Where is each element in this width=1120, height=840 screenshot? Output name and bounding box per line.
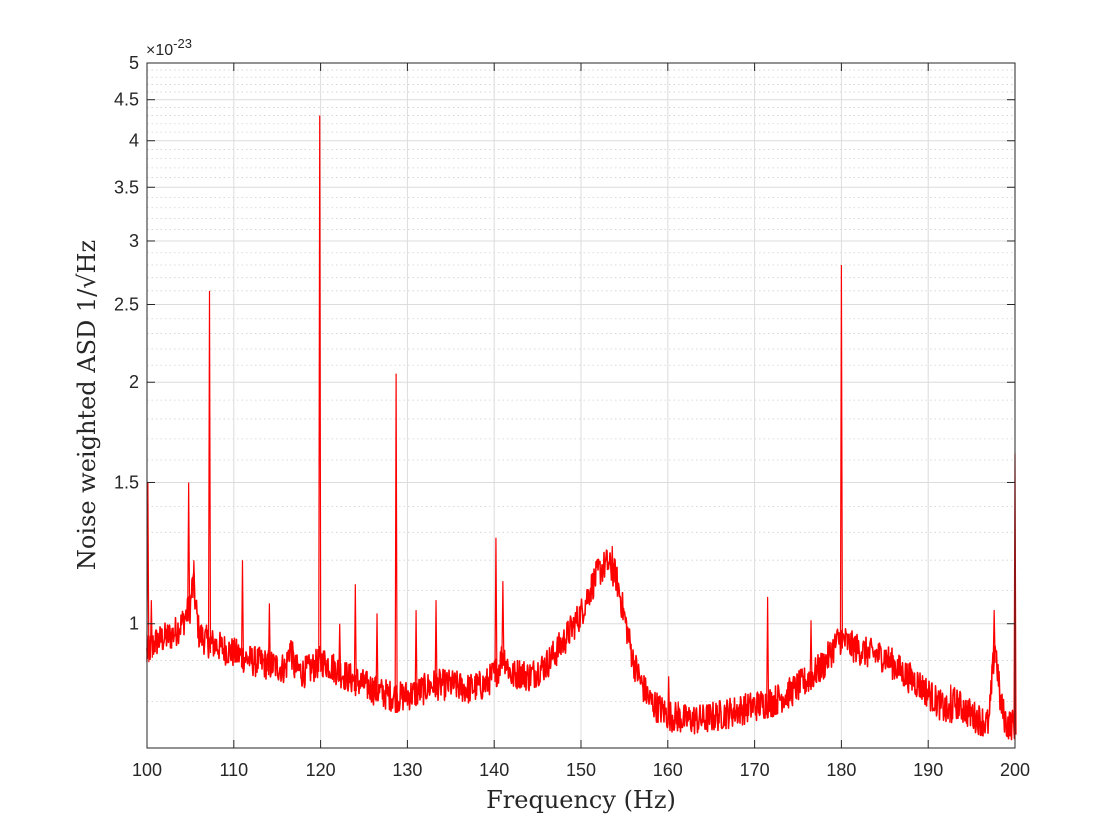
spectral-line-peak xyxy=(494,537,498,683)
y-axis: 1 1.5 2 2.5 3 3.5 4 4.5 5 xyxy=(114,53,1015,634)
x-tick-label: 180 xyxy=(826,760,856,780)
y-tick-label: 2 xyxy=(129,372,139,392)
spectral-line-peak xyxy=(318,115,322,672)
x-tick-label: 190 xyxy=(913,760,943,780)
x-tick-label: 120 xyxy=(306,760,336,780)
spectral-line-peak xyxy=(839,265,843,649)
spectral-line-peak xyxy=(375,613,379,702)
spectral-line-peak xyxy=(949,684,953,723)
y-tick-label: 3.5 xyxy=(114,177,139,197)
x-tick-label: 130 xyxy=(392,760,422,780)
asd-line xyxy=(146,549,1016,741)
spectral-line-peak xyxy=(240,560,245,668)
spectral-line-peak xyxy=(207,290,212,653)
x-tick-label: 170 xyxy=(740,760,770,780)
spectral-line-peak xyxy=(610,545,614,581)
exponent-value: -23 xyxy=(173,36,192,51)
spectral-line-peak xyxy=(149,600,153,658)
y-tick-label: 5 xyxy=(129,53,139,73)
spectral-line-peak xyxy=(353,584,357,691)
y-tick-label: 1.5 xyxy=(114,472,139,492)
spectral-line-peak xyxy=(187,482,191,621)
y-tick-label: 4.5 xyxy=(114,90,139,110)
spectral-line-peak xyxy=(338,623,342,683)
y-tick-label: 4 xyxy=(129,131,139,151)
y-tick-label: 1 xyxy=(129,614,139,634)
spectral-line-peak xyxy=(501,581,505,664)
x-tick-label: 150 xyxy=(566,760,596,780)
minor-grid xyxy=(147,69,1015,749)
x-tick-label: 200 xyxy=(1000,760,1030,780)
spectral-line-peak xyxy=(267,603,271,676)
spectral-line-peak xyxy=(992,610,996,663)
spectral-line-peak xyxy=(394,373,398,708)
spectral-line-peak xyxy=(414,610,418,704)
exponent-label: ×10-23 xyxy=(146,36,192,59)
spectral-line-peak xyxy=(192,560,196,599)
x-tick-label: 100 xyxy=(132,760,162,780)
spectral-line-peak xyxy=(809,620,813,687)
spectral-line-peak xyxy=(766,596,770,714)
x-tick-label: 110 xyxy=(219,760,248,780)
y-tick-label: 3 xyxy=(129,231,139,251)
x-axis-label: Frequency (Hz) xyxy=(486,786,676,814)
x-axis: 100 110 120 130 140 150 160 170 180 190 200 xyxy=(132,63,1030,780)
spectral-line-peak xyxy=(667,676,671,726)
x-tick-label: 160 xyxy=(653,760,683,780)
spectral-line-peak xyxy=(434,600,438,696)
x-tick-label: 140 xyxy=(479,760,509,780)
y-tick-label: 2.5 xyxy=(114,294,139,314)
y-axis-label: Noise weighted ASD 1/√Hz xyxy=(73,240,101,570)
spectral-line-peak xyxy=(676,701,680,729)
